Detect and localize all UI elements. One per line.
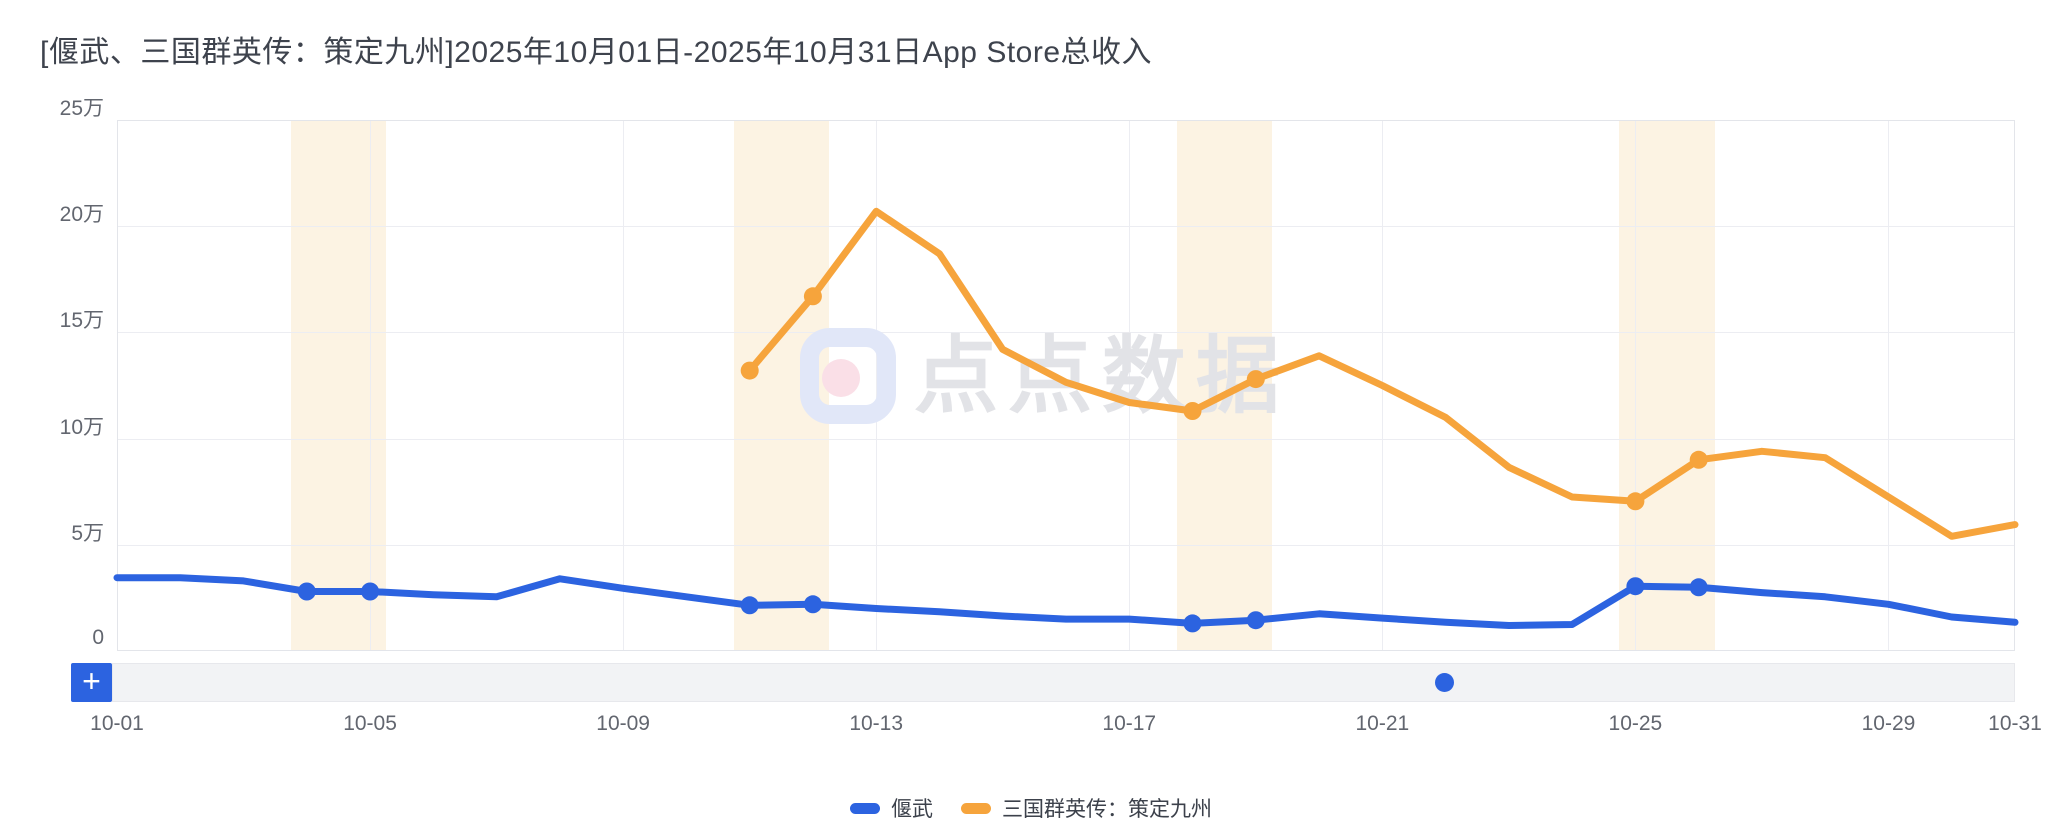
legend-marker-icon [850,802,880,814]
x-axis-label: 10-21 [1355,712,1410,735]
data-point-marker [1689,450,1708,469]
data-point-marker [1246,370,1265,389]
data-point-marker [740,361,759,380]
h-gridline [117,332,2015,334]
x-axis-label: 10-05 [343,712,397,735]
data-point-marker [297,582,316,601]
x-axis-label: 10-09 [596,712,650,735]
legend-label: 偃武 [891,798,933,821]
v-gridline [623,120,625,651]
weekend-band [1619,120,1715,651]
h-gridline [117,226,2015,228]
watermark-text: 点点数据 [914,329,1291,423]
v-gridline [1129,120,1131,651]
data-point-marker [1626,577,1645,596]
legend: 偃武 三国群英传：策定九州 [0,793,2062,823]
data-point-marker [1183,402,1202,420]
x-axis-label: 10-25 [1608,712,1663,735]
diandian-logo-icon [800,328,896,424]
v-gridline [1888,120,1890,651]
legend-item-三国群英传：策定九州[interactable]: 三国群英传：策定九州 [961,793,1212,823]
data-point-marker [803,595,822,614]
h-gridline [117,438,2015,440]
data-point-marker [1183,614,1202,633]
y-axis-label: 25万 [59,97,104,120]
data-point-marker [1689,578,1708,597]
logo-pink-dot [822,359,860,397]
data-point-marker [1246,611,1265,630]
data-point-marker [361,582,380,601]
y-axis-label: 10万 [59,415,104,439]
datazoom-scrollbar-track[interactable] [112,663,2015,702]
watermark: 点点数据 [800,328,1290,424]
legend-marker-icon [961,802,991,814]
y-axis-label: 15万 [59,309,104,333]
datazoom-plus-button[interactable]: + [71,663,112,702]
y-axis-label: 20万 [59,203,104,227]
legend-item-偃武[interactable]: 偃武 [850,793,933,823]
v-gridline [1635,120,1637,651]
x-axis-label: 10-29 [1861,712,1916,735]
series-line-偃武 [113,574,2019,629]
data-point-marker [803,287,822,306]
v-gridline [370,120,372,651]
data-point-marker [1626,492,1645,511]
v-gridline [876,120,878,651]
plot-border [117,120,2015,651]
x-axis-label: 10-17 [1102,712,1157,735]
legend-label: 三国群英传：策定九州 [1002,798,1212,821]
h-gridline [117,544,2015,546]
chart-title: [偃武、三国群英传：策定九州]2025年10月01日-2025年10月31日Ap… [40,36,1153,69]
x-axis-label: 10-01 [90,712,144,735]
series-line-三国群英传：策定九州 [746,207,2019,540]
x-axis-label: 10-31 [1988,712,2042,735]
y-axis-label: 5万 [71,521,104,545]
x-axis-label: 10-13 [849,712,904,735]
y-axis-label: 0 [92,626,104,649]
datazoom-handle-dot[interactable] [1434,673,1454,692]
data-point-marker [740,596,759,615]
